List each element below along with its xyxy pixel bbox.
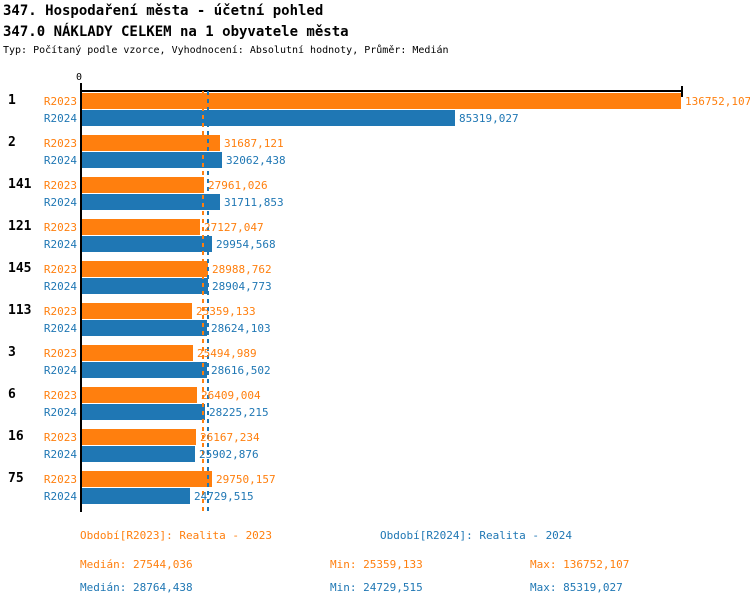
series-tick-r2023: R2023 (43, 137, 77, 150)
x-axis-zero-tick (80, 83, 82, 91)
series-tick-r2023: R2023 (43, 263, 77, 276)
series-tick-r2024: R2024 (43, 406, 77, 419)
stat-max-r2023: Max: 136752,107 (530, 558, 630, 571)
bar-value-r2024: 32062,438 (226, 154, 286, 167)
bar-r2024 (81, 110, 455, 126)
bar-value-r2023: 28988,762 (212, 263, 272, 276)
bar-value-r2024: 24729,515 (194, 490, 254, 503)
group-rank-label: 75 (8, 471, 24, 486)
stat-max-r2024: Max: 85319,027 (530, 581, 623, 594)
bar-r2023 (81, 261, 208, 277)
series-tick-r2024: R2024 (43, 196, 77, 209)
series-tick-r2024: R2024 (43, 280, 77, 293)
bar-value-r2023: 27961,026 (208, 179, 268, 192)
bar-r2023 (81, 135, 220, 151)
median-line-r2023 (202, 91, 204, 511)
bar-value-r2024: 29954,568 (216, 238, 276, 251)
bar-r2024 (81, 362, 207, 378)
bar-value-r2023: 25359,133 (196, 305, 256, 318)
bar-value-r2023: 31687,121 (224, 137, 284, 150)
bar-r2024 (81, 320, 207, 336)
median-line-r2024 (207, 91, 209, 511)
group-rank-label: 145 (8, 261, 32, 276)
bar-value-r2023: 29750,157 (216, 473, 276, 486)
series-tick-r2024: R2024 (43, 238, 77, 251)
series-tick-r2024: R2024 (43, 448, 77, 461)
bar-r2024 (81, 278, 208, 294)
chart-meta-info: Typ: Počítaný podle vzorce, Vyhodnocení:… (3, 45, 449, 56)
group-rank-label: 6 (8, 387, 16, 402)
stat-median-r2023: Medián: 27544,036 (80, 558, 193, 571)
page-title: 347. Hospodaření města - účetní pohled (3, 3, 324, 19)
x-axis-right-tick (681, 86, 683, 97)
series-tick-r2023: R2023 (43, 305, 77, 318)
group-rank-label: 1 (8, 93, 16, 108)
series-tick-r2023: R2023 (43, 431, 77, 444)
bar-value-r2024: 28904,773 (212, 280, 272, 293)
bar-r2023 (81, 177, 204, 193)
bar-value-r2023: 25494,989 (197, 347, 257, 360)
bar-value-r2024: 31711,853 (224, 196, 284, 209)
group-rank-label: 121 (8, 219, 32, 234)
bar-r2024 (81, 488, 190, 504)
group-rank-label: 141 (8, 177, 32, 192)
group-rank-label: 113 (8, 303, 32, 318)
legend-r2023: Období[R2023]: Realita - 2023 (80, 529, 273, 542)
bar-r2024 (81, 236, 212, 252)
bar-value-r2023: 27127,047 (204, 221, 264, 234)
group-rank-label: 16 (8, 429, 24, 444)
group-rank-label: 3 (8, 345, 16, 360)
bar-value-r2024: 85319,027 (459, 112, 519, 125)
bar-value-r2023: 26409,004 (201, 389, 261, 402)
bar-value-r2024: 28225,215 (209, 406, 269, 419)
x-axis-line (81, 90, 682, 92)
series-tick-r2023: R2023 (43, 179, 77, 192)
series-tick-r2024: R2024 (43, 154, 77, 167)
series-tick-r2024: R2024 (43, 112, 77, 125)
bar-value-r2024: 25902,876 (199, 448, 259, 461)
bar-r2023 (81, 429, 196, 445)
bar-r2024 (81, 152, 222, 168)
bar-r2023 (81, 93, 681, 109)
stat-min-r2023: Min: 25359,133 (330, 558, 423, 571)
series-tick-r2023: R2023 (43, 389, 77, 402)
y-axis-line (80, 90, 82, 512)
bar-r2024 (81, 446, 195, 462)
page-subtitle: 347.0 NÁKLADY CELKEM na 1 obyvatele měst… (3, 24, 349, 40)
bar-r2023 (81, 471, 212, 487)
bar-r2023 (81, 303, 192, 319)
bar-value-r2023: 26167,234 (200, 431, 260, 444)
series-tick-r2024: R2024 (43, 364, 77, 377)
series-tick-r2024: R2024 (43, 322, 77, 335)
bar-r2023 (81, 219, 200, 235)
stat-min-r2024: Min: 24729,515 (330, 581, 423, 594)
x-axis-zero-label: 0 (76, 72, 83, 83)
bar-r2023 (81, 345, 193, 361)
series-tick-r2023: R2023 (43, 221, 77, 234)
stat-median-r2024: Medián: 28764,438 (80, 581, 193, 594)
series-tick-r2023: R2023 (43, 95, 77, 108)
series-tick-r2023: R2023 (43, 347, 77, 360)
bar-r2023 (81, 387, 197, 403)
series-tick-r2024: R2024 (43, 490, 77, 503)
bar-r2024 (81, 404, 205, 420)
bar-r2024 (81, 194, 220, 210)
bar-value-r2023: 136752,107 (685, 95, 750, 108)
bar-value-r2024: 28616,502 (211, 364, 271, 377)
legend-r2024: Období[R2024]: Realita - 2024 (380, 529, 573, 542)
group-rank-label: 2 (8, 135, 16, 150)
series-tick-r2023: R2023 (43, 473, 77, 486)
bar-value-r2024: 28624,103 (211, 322, 271, 335)
